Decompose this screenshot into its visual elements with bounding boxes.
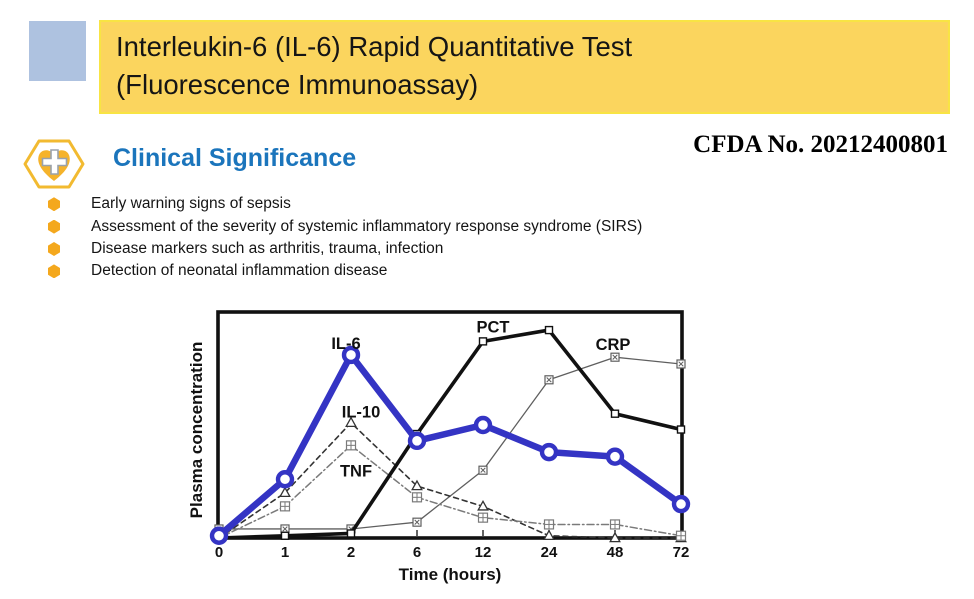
series-line-IL-6 [215, 351, 685, 539]
list-item: Early warning signs of sepsis [48, 193, 642, 215]
x-axis-tick-label: 1 [281, 544, 289, 561]
x-axis-tick-label: 12 [475, 544, 492, 561]
heart-cross-hexagon-icon [23, 139, 85, 189]
cfda-number: CFDA No. 20212400801 [693, 131, 948, 158]
marker-IL-6 [407, 431, 427, 451]
x-axis-tick-label: 2 [347, 544, 355, 561]
x-axis-tick-label: 48 [607, 544, 624, 561]
marker-TNF [609, 519, 621, 530]
marker-IL-6 [671, 494, 691, 514]
x-axis-tick-label: 0 [215, 544, 223, 561]
series-label-IL-10: IL-10 [342, 404, 381, 422]
marker-PCT [478, 337, 488, 346]
marker-IL-6 [209, 526, 229, 545]
marker-IL-6 [341, 345, 361, 365]
x-axis-title: Time (hours) [399, 565, 502, 584]
series-line-PCT [217, 328, 683, 540]
cross-glyph [41, 149, 68, 175]
marker-CRP [478, 465, 488, 475]
slide-title-line2: (Fluorescence Immunoassay) [116, 69, 479, 100]
marker-TNF [543, 519, 555, 530]
marker-CRP [544, 375, 554, 385]
marker-IL-10 [345, 416, 357, 427]
marker-IL-6 [539, 442, 559, 462]
x-axis-tick-label: 72 [673, 544, 690, 561]
list-item: Assessment of the severity of systemic i… [48, 215, 642, 237]
hexagon-bullet-icon [48, 197, 60, 212]
decorative-blue-square [29, 21, 86, 81]
marker-CRP [610, 352, 620, 362]
marker-IL-6 [275, 470, 295, 489]
y-axis-title: Plasma concentration [187, 342, 206, 519]
marker-IL-10 [279, 486, 291, 498]
hexagon-bullet-icon [48, 219, 60, 234]
slide-title-line1: Interleukin-6 (IL-6) Rapid Quantitative … [116, 31, 633, 62]
list-item: Disease markers such as arthritis, traum… [48, 238, 642, 260]
hexagon-bullet-icon [48, 264, 60, 279]
section-heading: Clinical Significance [113, 144, 357, 172]
plasma-concentration-chart: 0 1 2 6 12 24 48 72 Time (hours) Plasma concentra… [185, 300, 715, 595]
series-label-TNF: TNF [340, 462, 372, 480]
series-label-IL-6: IL-6 [331, 335, 360, 353]
bullet-text: Detection of neonatal inflammation disea… [91, 262, 388, 280]
marker-CRP [676, 359, 686, 369]
marker-TNF [279, 501, 291, 512]
marker-PCT [544, 325, 554, 335]
marker-IL-6 [473, 415, 493, 435]
hexagon-bullet-icon [48, 241, 60, 256]
marker-PCT [610, 409, 620, 418]
marker-IL-10 [411, 479, 423, 491]
bullet-text: Assessment of the severity of systemic i… [91, 217, 643, 235]
x-axis-tick-label: 24 [541, 544, 558, 561]
marker-IL-6 [605, 447, 625, 466]
list-item: Detection of neonatal inflammation disea… [48, 260, 642, 282]
marker-TNF [477, 512, 489, 523]
title-banner: Interleukin-6 (IL-6) Rapid Quantitative … [99, 20, 950, 114]
marker-PCT [280, 531, 290, 540]
marker-TNF [675, 530, 687, 541]
x-axis-tick-label: 6 [413, 544, 421, 561]
marker-TNF [411, 492, 423, 503]
marker-IL-10 [609, 531, 621, 543]
marker-PCT [346, 529, 356, 538]
marker-PCT [676, 425, 686, 434]
bullet-list: Early warning signs of sepsis Assessment… [48, 193, 642, 283]
series-label-CRP: CRP [596, 336, 631, 354]
marker-CRP [412, 517, 422, 527]
series-line-IL-10 [218, 421, 682, 539]
bullet-text: Disease markers such as arthritis, traum… [91, 239, 444, 257]
series-line-TNF [218, 444, 682, 539]
chart-plot-box [216, 310, 684, 540]
bullet-text: Early warning signs of sepsis [91, 195, 291, 213]
marker-IL-10 [543, 529, 555, 540]
marker-IL-10 [477, 500, 489, 511]
series-label-PCT: PCT [477, 318, 510, 336]
marker-TNF [345, 440, 357, 451]
